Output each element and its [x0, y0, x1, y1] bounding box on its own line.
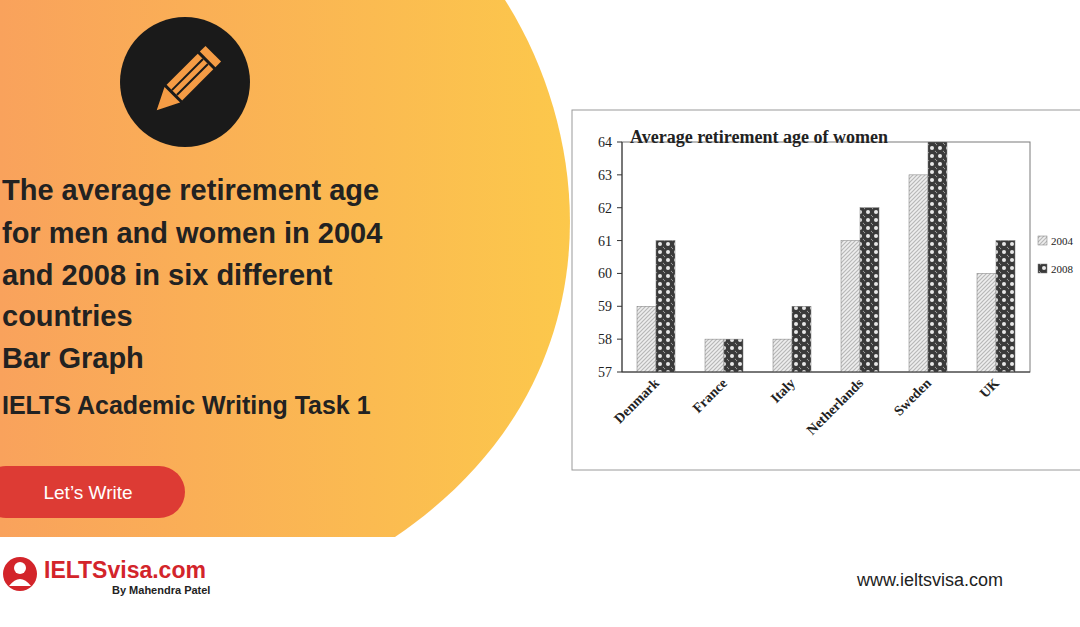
bar — [705, 339, 724, 372]
cta-button[interactable] — [0, 466, 185, 518]
legend-swatch — [1038, 264, 1047, 273]
y-tick — [617, 372, 622, 373]
bar — [977, 273, 996, 372]
y-tick-label: 64 — [598, 135, 612, 150]
plot-frame — [622, 142, 1030, 372]
banner-title: for men and women in 2004 — [2, 217, 382, 249]
orange-shape — [0, 0, 570, 537]
y-tick — [617, 273, 622, 274]
y-tick-label: 58 — [598, 332, 612, 347]
legend-label: 2004 — [1051, 235, 1074, 247]
pencil-body — [167, 54, 214, 101]
bar — [656, 241, 675, 372]
bar — [996, 241, 1015, 372]
banner-title: and 2008 in six different — [2, 259, 333, 291]
x-axis — [622, 372, 1030, 373]
legend-swatch — [1038, 236, 1047, 245]
bar — [724, 339, 743, 372]
bar — [792, 306, 811, 372]
bar — [860, 208, 879, 372]
y-tick-label: 59 — [598, 299, 612, 314]
bar — [637, 306, 656, 372]
website: www.ieltsvisa.com — [856, 570, 1003, 590]
cta-button-label[interactable]: Let’s Write — [43, 482, 132, 503]
logo-text: IELTSvisa.com — [44, 557, 206, 583]
banner-title: The average retirement age — [2, 174, 379, 206]
y-tick-label: 57 — [598, 365, 612, 380]
bar — [909, 175, 928, 372]
chart-frame — [572, 110, 1080, 470]
chart: 57 58 59 60 61 62 63 64 Denmark France ItalyNether… — [572, 110, 1080, 470]
pencil-icon — [120, 17, 250, 147]
y-tick-label: 61 — [598, 234, 612, 249]
y-axis — [622, 142, 623, 372]
x-tick-label: France — [690, 376, 730, 416]
pencil — [149, 46, 221, 118]
banner-canvas: The average retirement age for men and wo… — [0, 0, 1080, 627]
x-tick-label: Netherlands — [804, 375, 867, 438]
pencil-groove — [177, 64, 208, 95]
x-tick-label: UK — [977, 375, 1003, 401]
y-tick — [617, 174, 622, 175]
bar — [841, 241, 860, 372]
x-tick-label: Sweden — [891, 375, 934, 418]
y-tick — [617, 240, 622, 241]
y-tick — [617, 142, 622, 143]
banner-title: Bar Graph — [2, 342, 144, 374]
y-tick — [617, 207, 622, 208]
banner-subtitle: IELTS Academic Writing Task 1 — [2, 391, 371, 419]
bar — [928, 142, 947, 372]
pencil-tip — [149, 87, 180, 118]
y-tick — [617, 306, 622, 307]
icon-circle — [120, 17, 250, 147]
legend: 2004 2008 — [1038, 235, 1074, 275]
y-tick — [617, 339, 622, 340]
x-tick-label: Italy — [768, 376, 798, 406]
banner-title: countries — [2, 300, 133, 332]
chart-title: Average retirement age of women — [630, 127, 888, 147]
logo-mark-head — [14, 562, 26, 574]
bar — [773, 339, 792, 372]
logo-mark — [3, 557, 37, 591]
y-tick-label: 60 — [598, 266, 612, 281]
legend-label: 2008 — [1051, 263, 1074, 275]
logo-mark-body — [9, 579, 31, 586]
logo-byline: By Mahendra Patel — [112, 584, 210, 596]
x-tick-label: Denmark — [611, 375, 662, 426]
y-tick-label: 63 — [598, 168, 612, 183]
y-tick-label: 62 — [598, 201, 612, 216]
background — [0, 0, 1080, 627]
bars — [637, 142, 1015, 372]
logo: IELTSvisa.comBy Mahendra Patel — [3, 557, 210, 596]
